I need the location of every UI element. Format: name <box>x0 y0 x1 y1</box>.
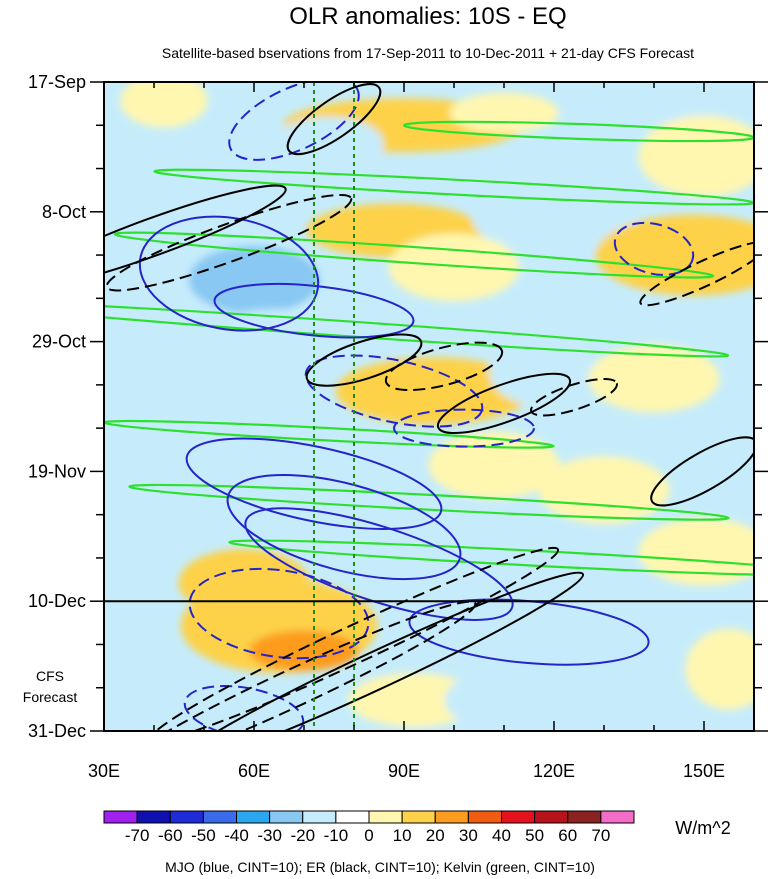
colorbar-swatch <box>434 810 469 824</box>
colorbar-label: -30 <box>257 826 282 845</box>
olr-anomaly-blob <box>685 628 754 710</box>
axes: 30E 60E 90E 120E 150E 17-Sep 8-Oct 29-Oct 19-Nov… <box>28 72 768 781</box>
er-negative-contour <box>148 546 560 731</box>
colorbar-swatch <box>136 810 171 824</box>
y-tick-label: 29-Oct <box>32 332 86 352</box>
colorbar-units: W/m^2 <box>675 818 730 838</box>
contour-legend: MJO (blue, CINT=10); ER (black, CINT=10)… <box>165 859 595 875</box>
y-tick-label: 17-Sep <box>28 72 86 92</box>
olr-anomaly-blob <box>449 92 559 134</box>
plot-area <box>104 82 754 731</box>
colorbar-swatch <box>567 810 602 824</box>
er-positive-contour <box>104 184 287 289</box>
colorbar-label: 50 <box>525 826 544 845</box>
colorbar-label: 20 <box>426 826 445 845</box>
colorbar-label: 30 <box>459 826 478 845</box>
mjo-negative-contour <box>188 567 370 660</box>
mjo-positive-contour <box>244 507 514 621</box>
forecast-label-line1: CFS <box>36 668 64 684</box>
olr-anomaly-blob <box>638 115 754 197</box>
y-tick-label: 8-Oct <box>42 202 86 222</box>
kelvin-positive-contour <box>128 483 730 521</box>
olr-anomaly-blob <box>104 653 209 722</box>
er-negative-contour <box>639 240 754 307</box>
er-positive-contour <box>286 83 382 156</box>
chart-title: OLR anomalies: 10S - EQ <box>289 3 566 30</box>
colorbar-label: -60 <box>158 826 183 845</box>
olr-anomaly-blob <box>489 338 599 407</box>
colorbar-swatch <box>534 810 569 824</box>
olr-field <box>104 82 754 731</box>
colorbar-swatch <box>202 810 237 824</box>
reference-lines <box>104 82 754 731</box>
olr-anomaly-blob <box>566 82 742 121</box>
x-tick-label: 60E <box>238 761 270 781</box>
olr-anomaly-blob <box>638 517 754 586</box>
colorbar-swatch <box>501 810 536 824</box>
colorbar-swatch <box>169 810 204 824</box>
x-tick-label: 120E <box>533 761 575 781</box>
colorbar-label: 60 <box>558 826 577 845</box>
er-positive-contour <box>305 333 423 387</box>
colorbar-swatch <box>302 810 337 824</box>
colorbar-swatch <box>269 810 304 824</box>
er-positive-contour <box>436 372 572 435</box>
colorbar-swatch <box>368 810 403 824</box>
x-tick-label: 30E <box>88 761 120 781</box>
olr-anomaly-blob <box>588 344 720 413</box>
olr-anomaly-blob <box>388 233 520 302</box>
x-tick-label: 90E <box>388 761 420 781</box>
mjo-negative-contour <box>393 408 535 448</box>
colorbar-swatch <box>467 810 502 824</box>
y-tick-label: 19-Nov <box>28 461 86 481</box>
colorbar-label: 10 <box>393 826 412 845</box>
colorbar-swatch <box>103 810 138 824</box>
colorbar-label: -10 <box>324 826 349 845</box>
kelvin-positive-contour <box>113 231 715 279</box>
mjo-negative-contour <box>613 221 695 276</box>
olr-anomaly-blob <box>120 82 208 128</box>
colorbar-label: -50 <box>191 826 216 845</box>
colorbar-label: 70 <box>591 826 610 845</box>
colorbar-label: -70 <box>125 826 150 845</box>
olr-anomaly-blob <box>188 246 320 314</box>
colorbar-label: -20 <box>290 826 315 845</box>
x-tick-label: 150E <box>683 761 725 781</box>
colorbar-swatch <box>401 810 436 824</box>
colorbar-label: 0 <box>364 826 373 845</box>
y-tick-label: 31-Dec <box>28 721 86 741</box>
er-positive-contour <box>650 436 754 507</box>
mjo-positive-contour <box>185 437 443 530</box>
field-blobs <box>104 82 754 731</box>
y-tick-label: 10-Dec <box>28 591 86 611</box>
er-negative-contour <box>530 378 618 417</box>
er-negative-contour <box>111 600 477 731</box>
er-negative-contour <box>384 341 504 392</box>
olr-anomaly-blob <box>444 659 664 731</box>
colorbar: -70 -60 -50 -40 -30 -20 -10 0 10 20 30 40 50 60 70 <box>103 810 635 845</box>
colorbar-label: -40 <box>224 826 249 845</box>
colorbar-swatch <box>335 810 370 824</box>
olr-anomaly-blob <box>348 673 480 728</box>
colorbar-swatch <box>236 810 271 824</box>
colorbar-label: 40 <box>492 826 511 845</box>
colorbar-swatch <box>600 810 635 824</box>
chart-subtitle: Satellite-based bservations from 17-Sep-… <box>162 45 694 61</box>
olr-anomaly-blob <box>538 456 670 524</box>
forecast-label-line2: Forecast <box>23 689 78 705</box>
er-positive-contour <box>173 571 585 731</box>
mjo-positive-contour <box>213 282 415 339</box>
kelvin-positive-contour <box>228 539 754 577</box>
plot-frame <box>103 81 755 732</box>
mjo-negative-contour <box>228 82 360 161</box>
